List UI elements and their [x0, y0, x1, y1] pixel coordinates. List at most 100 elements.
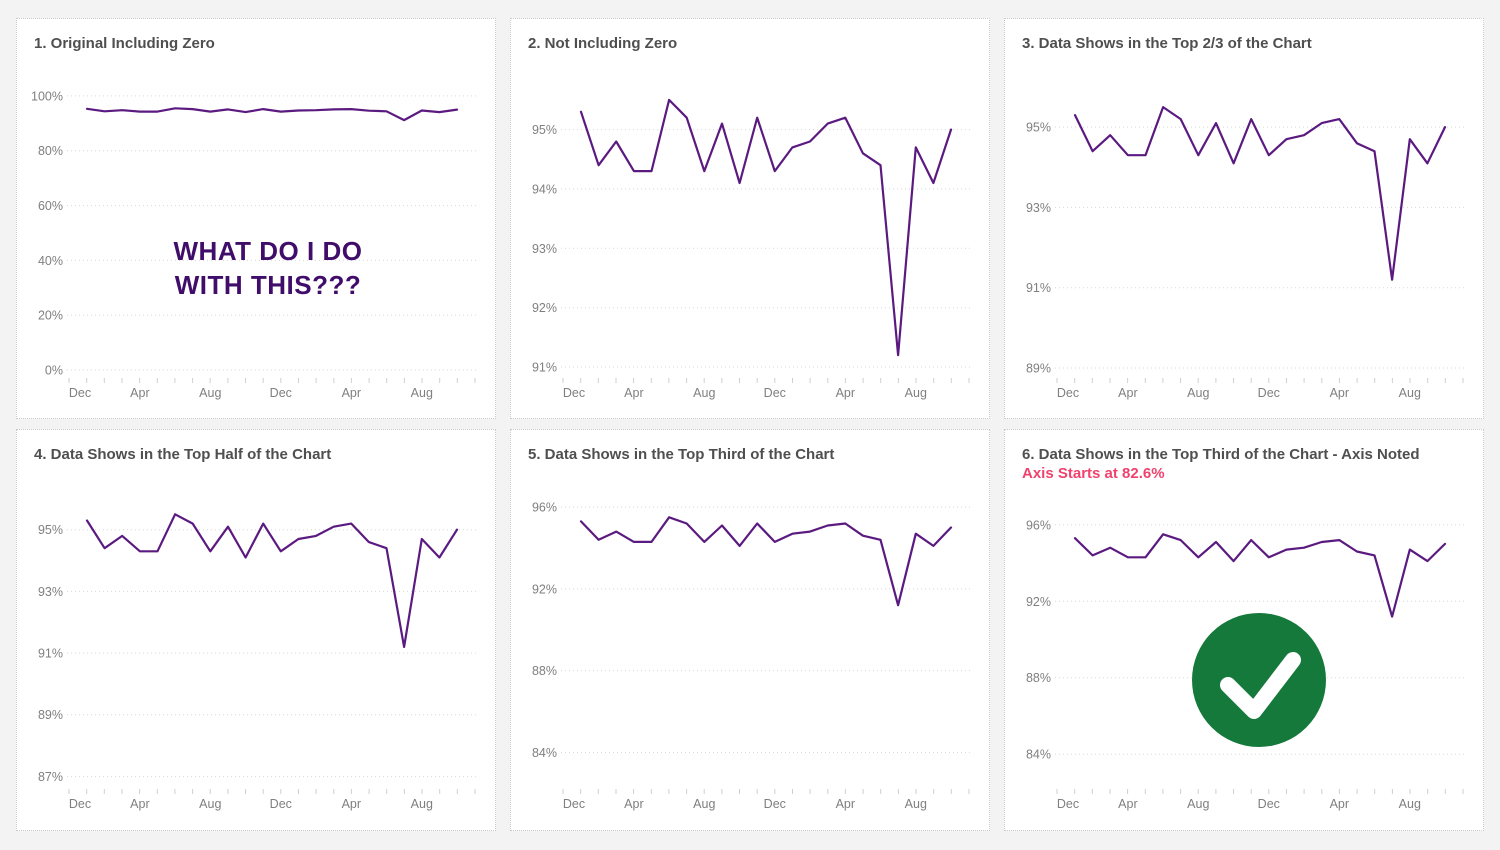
- x-axis-labels: Dec Apr Aug Dec Apr Aug: [1057, 386, 1421, 400]
- chart-title: 4. Data Shows in the Top Half of the Cha…: [34, 446, 332, 463]
- gridlines: [67, 95, 477, 371]
- x-axis-label: Aug: [199, 386, 221, 400]
- data-line[interactable]: [579, 516, 953, 607]
- y-axis-label: 80%: [38, 144, 63, 158]
- x-axis-label: Dec: [270, 386, 292, 400]
- x-axis-label: Dec: [270, 797, 292, 811]
- data-line[interactable]: [85, 513, 459, 648]
- y-axis-label: 94%: [532, 182, 557, 196]
- chart-annotation: WHAT DO I DO WITH THIS???: [47, 234, 489, 302]
- chart-panel: 3. Data Shows in the Top 2/3 of the Char…: [1004, 18, 1484, 419]
- y-axis-label: 84%: [1026, 748, 1051, 762]
- x-axis-label: Dec: [764, 386, 786, 400]
- chart-title: 3. Data Shows in the Top 2/3 of the Char…: [1022, 35, 1312, 52]
- x-axis-label: Dec: [563, 797, 585, 811]
- y-axis-label: 88%: [532, 664, 557, 678]
- x-axis-label: Aug: [905, 386, 927, 400]
- x-axis-label: Apr: [1118, 386, 1137, 400]
- y-axis-label: 92%: [1026, 595, 1051, 609]
- line-chart: 87% 89% 91% 93% 95% Dec Apr Aug Dec Apr Aug: [38, 513, 477, 811]
- chart-panel: 4. Data Shows in the Top Half of the Cha…: [16, 429, 496, 831]
- x-axis-ticks: [68, 378, 476, 383]
- x-axis-label: Apr: [1118, 797, 1137, 811]
- x-axis-label: Apr: [1330, 797, 1349, 811]
- y-axis-label: 88%: [1026, 671, 1051, 685]
- gridlines: [1055, 126, 1465, 369]
- x-axis-label: Aug: [693, 797, 715, 811]
- gridlines: [561, 129, 971, 368]
- x-axis-label: Aug: [1399, 386, 1421, 400]
- x-axis-label: Apr: [836, 386, 855, 400]
- x-axis-labels: Dec Apr Aug Dec Apr Aug: [563, 797, 927, 811]
- gridlines: [67, 529, 477, 777]
- y-axis-label: 40%: [38, 254, 63, 268]
- y-axis-label: 92%: [532, 301, 557, 315]
- chart-panel: 5. Data Shows in the Top Third of the Ch…: [510, 429, 990, 831]
- x-axis-label: Apr: [130, 386, 149, 400]
- x-axis-label: Dec: [1057, 386, 1079, 400]
- y-axis-label: 93%: [38, 585, 63, 599]
- y-axis-label: 95%: [38, 523, 63, 537]
- x-axis-label: Aug: [693, 386, 715, 400]
- line-chart: 0% 20% 40% 60% 80% 100% Dec Apr Aug Dec Apr Aug: [31, 89, 477, 400]
- x-axis-label: Apr: [836, 797, 855, 811]
- x-axis-ticks: [1056, 378, 1464, 383]
- x-axis-label: Dec: [69, 797, 91, 811]
- annotation-line-1: WHAT DO I DO: [173, 236, 363, 266]
- x-axis-label: Apr: [624, 386, 643, 400]
- x-axis-label: Aug: [411, 797, 433, 811]
- chart-panel: 1. Original Including Zero 0% 20% 40% 60% 80…: [16, 18, 496, 419]
- y-axis-label: 93%: [532, 242, 557, 256]
- chart-panel: 6. Data Shows in the Top Third of the Ch…: [1004, 429, 1484, 831]
- chart-panel: 2. Not Including Zero 91% 92% 93% 94% 95% Dec…: [510, 18, 990, 419]
- line-chart: 84% 88% 92% 96% Dec Apr Aug Dec Apr Aug: [532, 501, 971, 811]
- y-axis-label: 92%: [532, 582, 557, 596]
- x-axis-labels: Dec Apr Aug Dec Apr Aug: [69, 797, 433, 811]
- x-axis-label: Aug: [1187, 386, 1209, 400]
- check-circle-icon: [1192, 613, 1326, 747]
- x-axis-label: Aug: [199, 797, 221, 811]
- chart-title: 1. Original Including Zero: [34, 35, 215, 52]
- chart-title: 5. Data Shows in the Top Third of the Ch…: [528, 446, 835, 463]
- y-axis-labels: 0% 20% 40% 60% 80% 100%: [31, 89, 63, 377]
- x-axis-label: Dec: [69, 386, 91, 400]
- y-axis-label: 95%: [532, 123, 557, 137]
- x-axis-ticks: [562, 789, 970, 794]
- annotation-line-2: WITH THIS???: [174, 270, 362, 300]
- data-line[interactable]: [85, 107, 459, 122]
- x-axis-label: Dec: [563, 386, 585, 400]
- y-axis-labels: 89% 91% 93% 95%: [1026, 121, 1051, 376]
- x-axis-ticks: [1056, 789, 1464, 794]
- line-chart: 91% 92% 93% 94% 95% Dec Apr Aug Dec Apr Aug: [532, 98, 971, 400]
- y-axis-label: 87%: [38, 770, 63, 784]
- y-axis-label: 100%: [31, 89, 63, 103]
- x-axis-label: Apr: [130, 797, 149, 811]
- y-axis-label: 20%: [38, 309, 63, 323]
- y-axis-label: 89%: [1026, 362, 1051, 376]
- x-axis-label: Aug: [905, 797, 927, 811]
- y-axis-label: 89%: [38, 708, 63, 722]
- x-axis-label: Aug: [1399, 797, 1421, 811]
- data-line[interactable]: [1073, 533, 1447, 618]
- x-axis-label: Dec: [1258, 386, 1280, 400]
- line-chart: 89% 91% 93% 95% Dec Apr Aug Dec Apr Aug: [1026, 105, 1465, 400]
- checkmark-icon: [1192, 613, 1326, 747]
- y-axis-label: 60%: [38, 199, 63, 213]
- x-axis-ticks: [562, 378, 970, 383]
- data-line[interactable]: [1073, 105, 1447, 281]
- data-line[interactable]: [579, 98, 953, 357]
- chart-title: 6. Data Shows in the Top Third of the Ch…: [1022, 446, 1420, 463]
- y-axis-labels: 84% 88% 92% 96%: [532, 501, 557, 760]
- x-axis-label: Dec: [1258, 797, 1280, 811]
- x-axis-label: Dec: [764, 797, 786, 811]
- y-axis-label: 95%: [1026, 121, 1051, 135]
- y-axis-label: 91%: [1026, 281, 1051, 295]
- y-axis-label: 96%: [1026, 518, 1051, 532]
- axis-note-subtitle: Axis Starts at 82.6%: [1022, 465, 1165, 482]
- x-axis-label: Aug: [411, 386, 433, 400]
- y-axis-labels: 91% 92% 93% 94% 95%: [532, 123, 557, 374]
- y-axis-label: 0%: [45, 364, 63, 378]
- y-axis-labels: 84% 88% 92% 96%: [1026, 518, 1051, 761]
- y-axis-label: 96%: [532, 501, 557, 515]
